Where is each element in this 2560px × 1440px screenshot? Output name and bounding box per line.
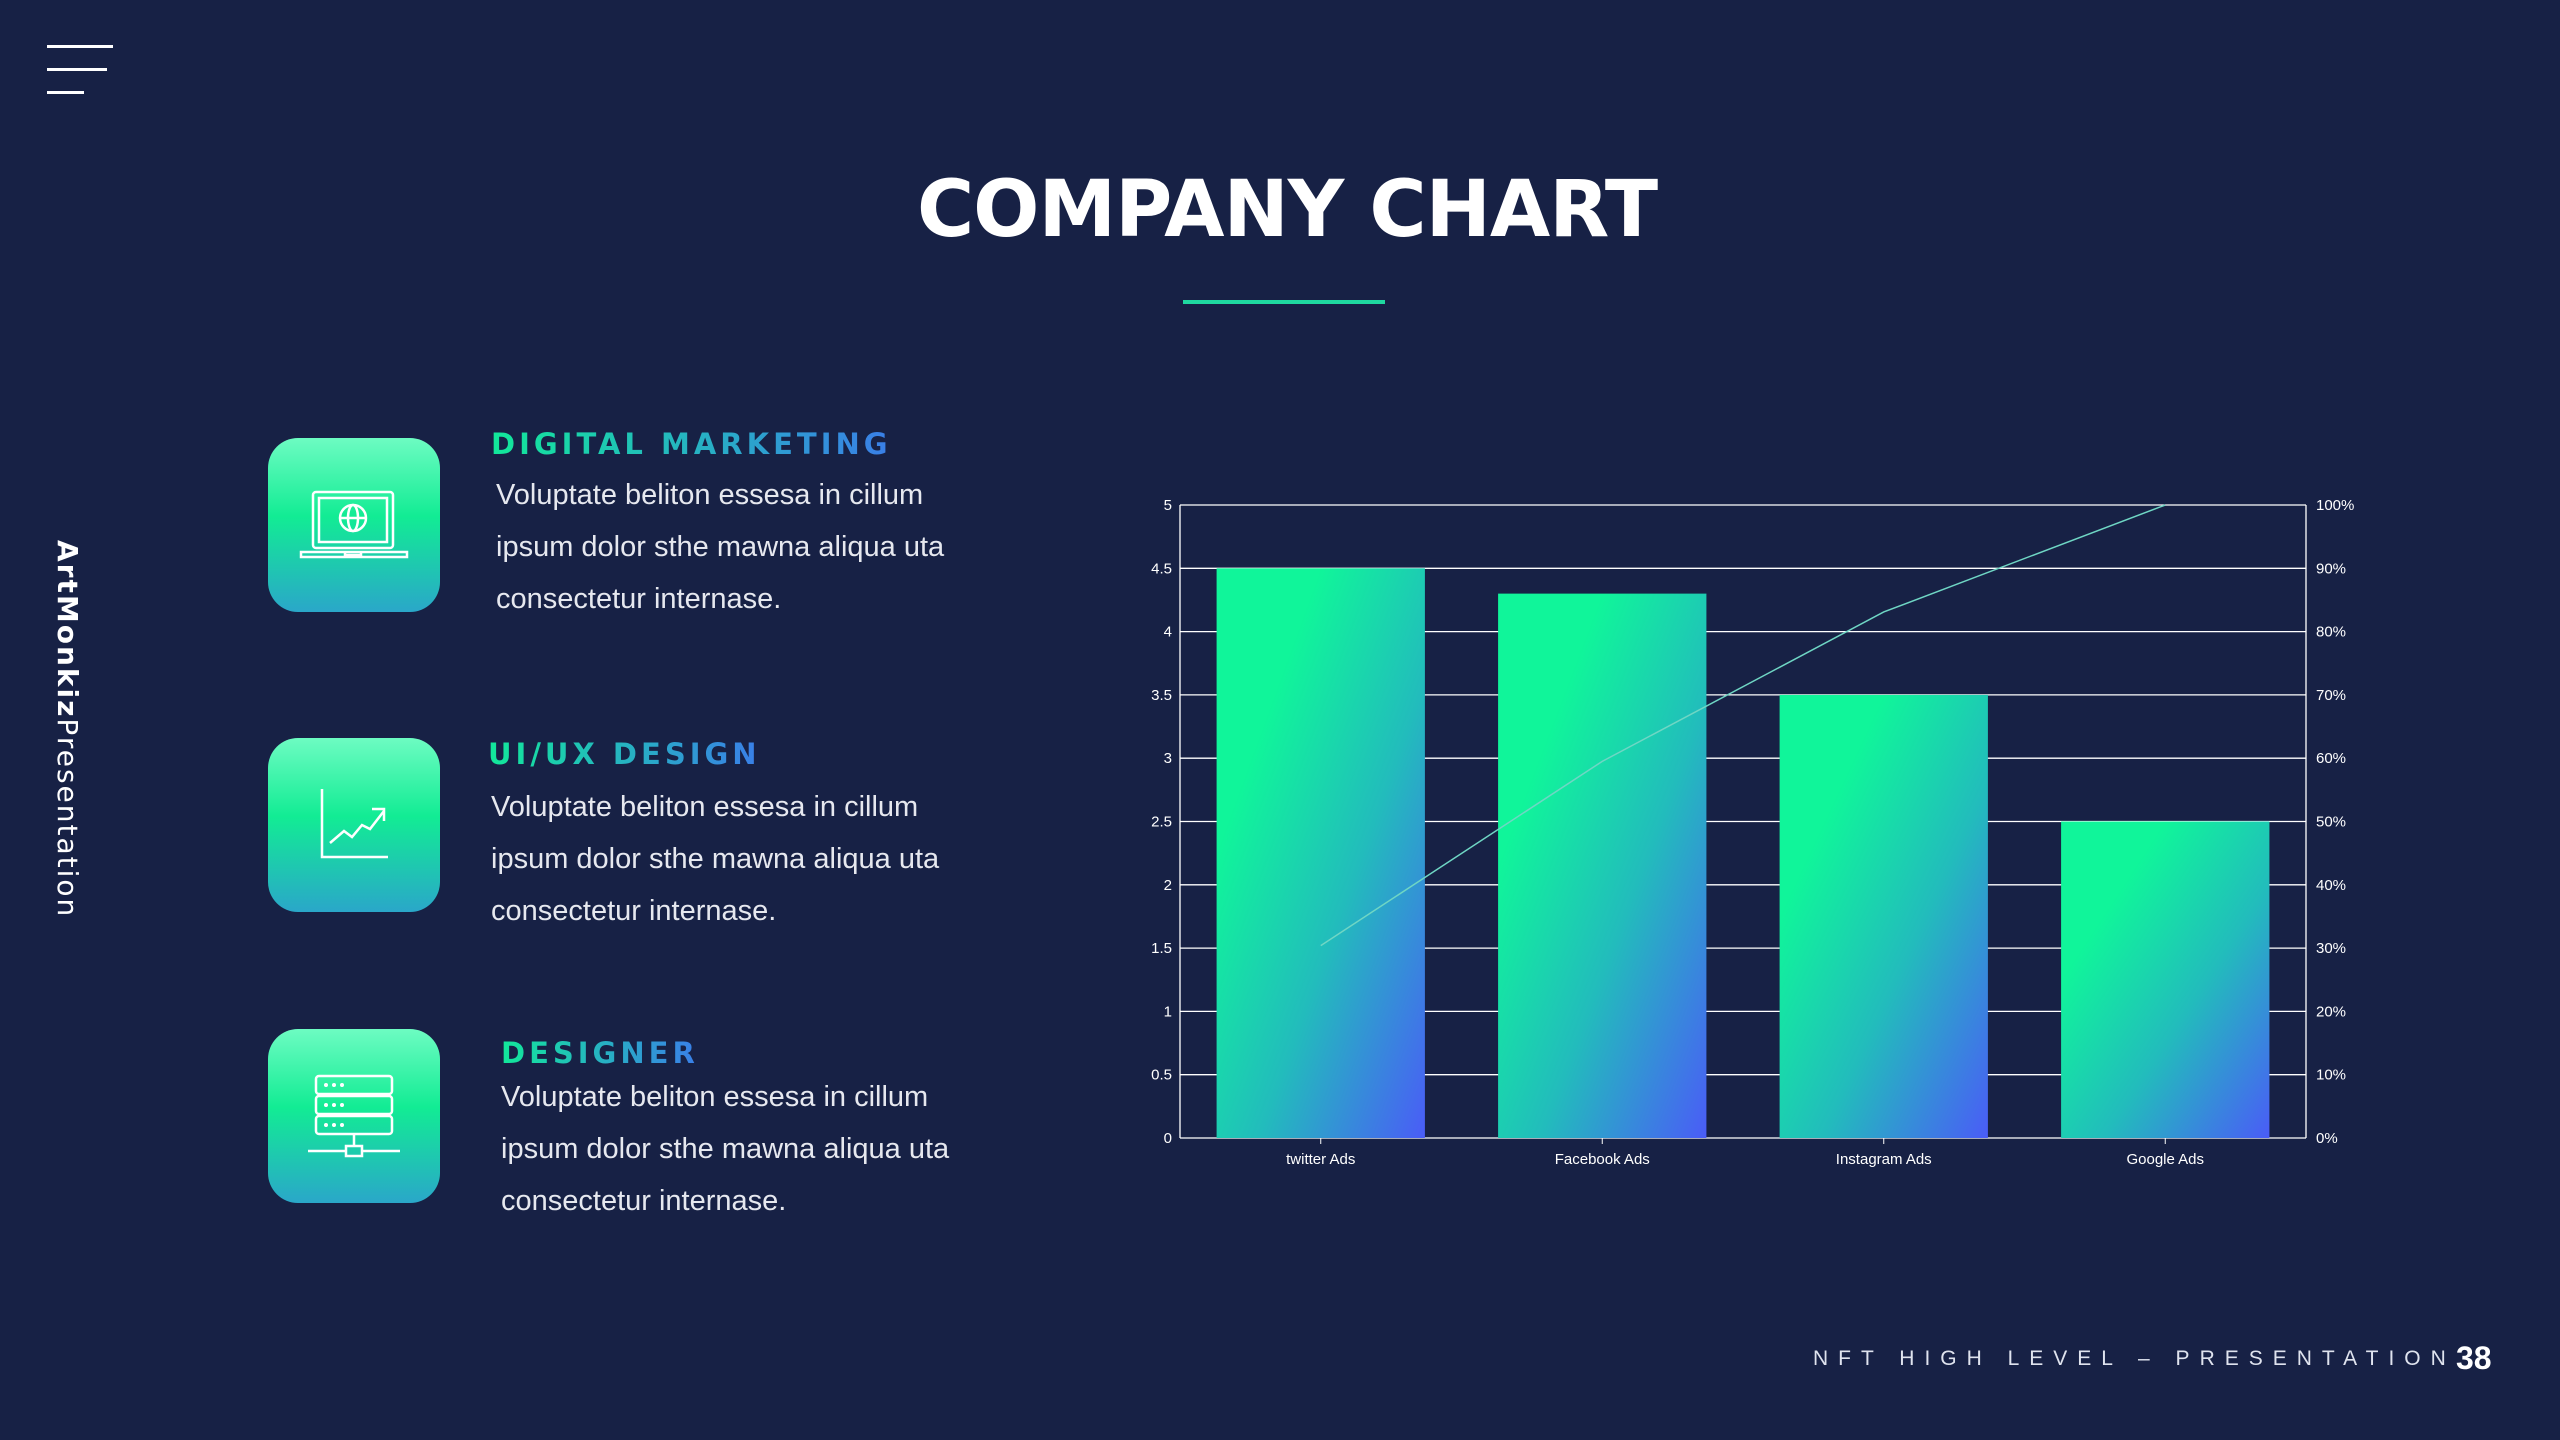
y-tick-label: 2 xyxy=(1164,877,1172,894)
y-tick-label: 5 xyxy=(1164,497,1172,514)
hamburger-menu-button[interactable] xyxy=(47,45,113,95)
hamburger-line xyxy=(47,91,84,94)
y2-tick-label: 30% xyxy=(2316,940,2346,957)
page-number: 38 xyxy=(2456,1340,2492,1376)
bar-facebook-ads xyxy=(1498,593,1707,1138)
title-underline xyxy=(1183,300,1385,304)
y2-tick-label: 0% xyxy=(2316,1130,2338,1147)
footer-text: NFT HIGH LEVEL – PRESENTATION xyxy=(1813,1347,2456,1370)
x-tick-label: Facebook Ads xyxy=(1555,1151,1650,1168)
y2-tick-label: 60% xyxy=(2316,750,2346,767)
y2-tick-label: 10% xyxy=(2316,1067,2346,1084)
y2-tick-label: 40% xyxy=(2316,877,2346,894)
cumulative-line xyxy=(1320,504,2166,947)
item-heading: DESIGNER xyxy=(501,1036,699,1070)
bar-google-ads xyxy=(2061,821,2270,1138)
x-tick-label: Google Ads xyxy=(2126,1151,2204,1168)
desc-line: consectetur internase. xyxy=(501,1185,787,1217)
y2-tick-label: 80% xyxy=(2316,624,2346,641)
y2-tick-label: 50% xyxy=(2316,814,2346,831)
item-description: Voluptate beliton essesa in cillum ipsum… xyxy=(496,469,944,625)
x-tick-label: twitter Ads xyxy=(1286,1151,1355,1168)
hamburger-line xyxy=(47,68,107,71)
y-tick-label: 4.5 xyxy=(1151,560,1172,577)
y2-tick-label: 20% xyxy=(2316,1003,2346,1020)
uiux-icon-box xyxy=(268,738,440,912)
desc-line: Voluptate beliton essesa in cillum xyxy=(496,479,924,511)
designer-icon-box xyxy=(268,1029,440,1203)
y-tick-label: 2.5 xyxy=(1151,814,1172,831)
item-description: Voluptate beliton essesa in cillum ipsum… xyxy=(491,781,939,937)
line-chart-icon xyxy=(320,789,388,859)
y2-tick-label: 70% xyxy=(2316,687,2346,704)
y-tick-label: 4 xyxy=(1164,624,1172,641)
item-heading: UI/UX DESIGN xyxy=(488,737,761,771)
y-tick-label: 1.5 xyxy=(1151,940,1172,957)
digital-marketing-icon-box xyxy=(268,438,440,612)
desc-line: Voluptate beliton essesa in cillum xyxy=(491,791,919,823)
page-title: COMPANY CHART xyxy=(916,165,1658,255)
laptop-globe-icon xyxy=(299,490,409,559)
y-tick-label: 3.5 xyxy=(1151,687,1172,704)
y2-tick-label: 100% xyxy=(2316,497,2354,514)
desc-line: consectetur internase. xyxy=(491,895,777,927)
hamburger-icon xyxy=(47,45,113,48)
y-tick-label: 0.5 xyxy=(1151,1067,1172,1084)
item-heading: DIGITAL MARKETING xyxy=(491,427,892,461)
desc-line: ipsum dolor sthe mawna aliqua uta xyxy=(496,531,945,563)
y2-tick-label: 90% xyxy=(2316,560,2346,577)
desc-line: Voluptate beliton essesa in cillum xyxy=(501,1081,929,1113)
bar-instagram-ads xyxy=(1779,694,1988,1138)
y-tick-label: 3 xyxy=(1164,750,1172,767)
desc-line: ipsum dolor sthe mawna aliqua uta xyxy=(501,1133,950,1165)
x-tick-label: Instagram Ads xyxy=(1836,1151,1932,1168)
bar-twitter-ads xyxy=(1216,568,1425,1138)
server-network-icon xyxy=(308,1074,400,1158)
desc-line: consectetur internase. xyxy=(496,583,782,615)
y-tick-label: 0 xyxy=(1164,1130,1172,1147)
desc-line: ipsum dolor sthe mawna aliqua uta xyxy=(491,843,940,875)
item-description: Voluptate beliton essesa in cillum ipsum… xyxy=(501,1071,949,1227)
y-tick-label: 1 xyxy=(1164,1003,1172,1020)
